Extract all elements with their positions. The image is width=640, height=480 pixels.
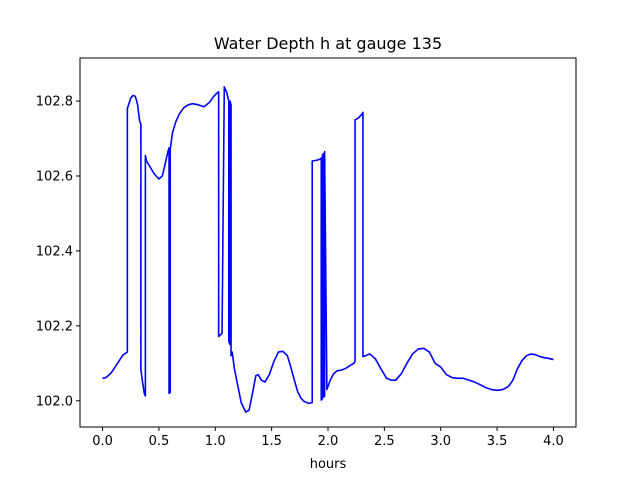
- x-tick-label: 3.5: [487, 434, 508, 449]
- x-tick-label: 1.0: [205, 434, 226, 449]
- x-tick-label: 3.0: [430, 434, 451, 449]
- y-tick-label: 102.0: [36, 394, 73, 409]
- chart-title: Water Depth h at gauge 135: [214, 34, 442, 53]
- series-line: [102, 86, 554, 413]
- y-axis-ticks: 102.0 102.2 102.4 102.6 102.8: [36, 95, 80, 409]
- y-tick-label: 102.2: [36, 319, 73, 334]
- x-tick-label: 2.0: [318, 434, 339, 449]
- x-tick-label: 4.0: [543, 434, 564, 449]
- x-tick-label: 0.5: [149, 434, 170, 449]
- y-tick-label: 102.8: [36, 95, 73, 110]
- x-axis-ticks: 0.0 0.5 1.0 1.5 2.0 2.5 3.0 3.5 4.0: [92, 427, 564, 449]
- plot-area: [80, 58, 576, 427]
- x-tick-label: 0.0: [92, 434, 113, 449]
- x-tick-label: 1.5: [261, 434, 282, 449]
- x-tick-label: 2.5: [374, 434, 395, 449]
- x-axis-label: hours: [310, 457, 347, 472]
- y-tick-label: 102.6: [36, 170, 73, 185]
- y-tick-label: 102.4: [36, 244, 73, 259]
